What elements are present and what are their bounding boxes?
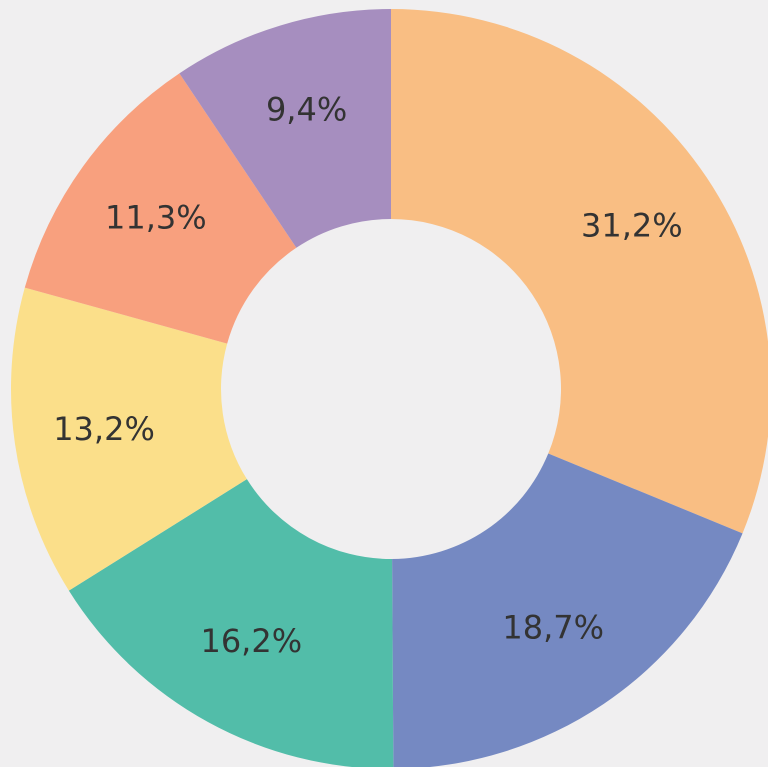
value-label: 31,2% <box>581 207 683 245</box>
slice <box>391 9 768 534</box>
value-label: 9,4% <box>266 91 347 129</box>
value-label: 18,7% <box>502 608 604 646</box>
slice <box>68 479 394 767</box>
slice <box>179 8 391 248</box>
value-label: 16,2% <box>200 622 302 660</box>
value-label: 11,3% <box>105 198 207 236</box>
slice <box>392 453 743 767</box>
slice <box>11 287 247 591</box>
slice <box>24 73 297 344</box>
value-label: 13,2% <box>53 410 155 448</box>
